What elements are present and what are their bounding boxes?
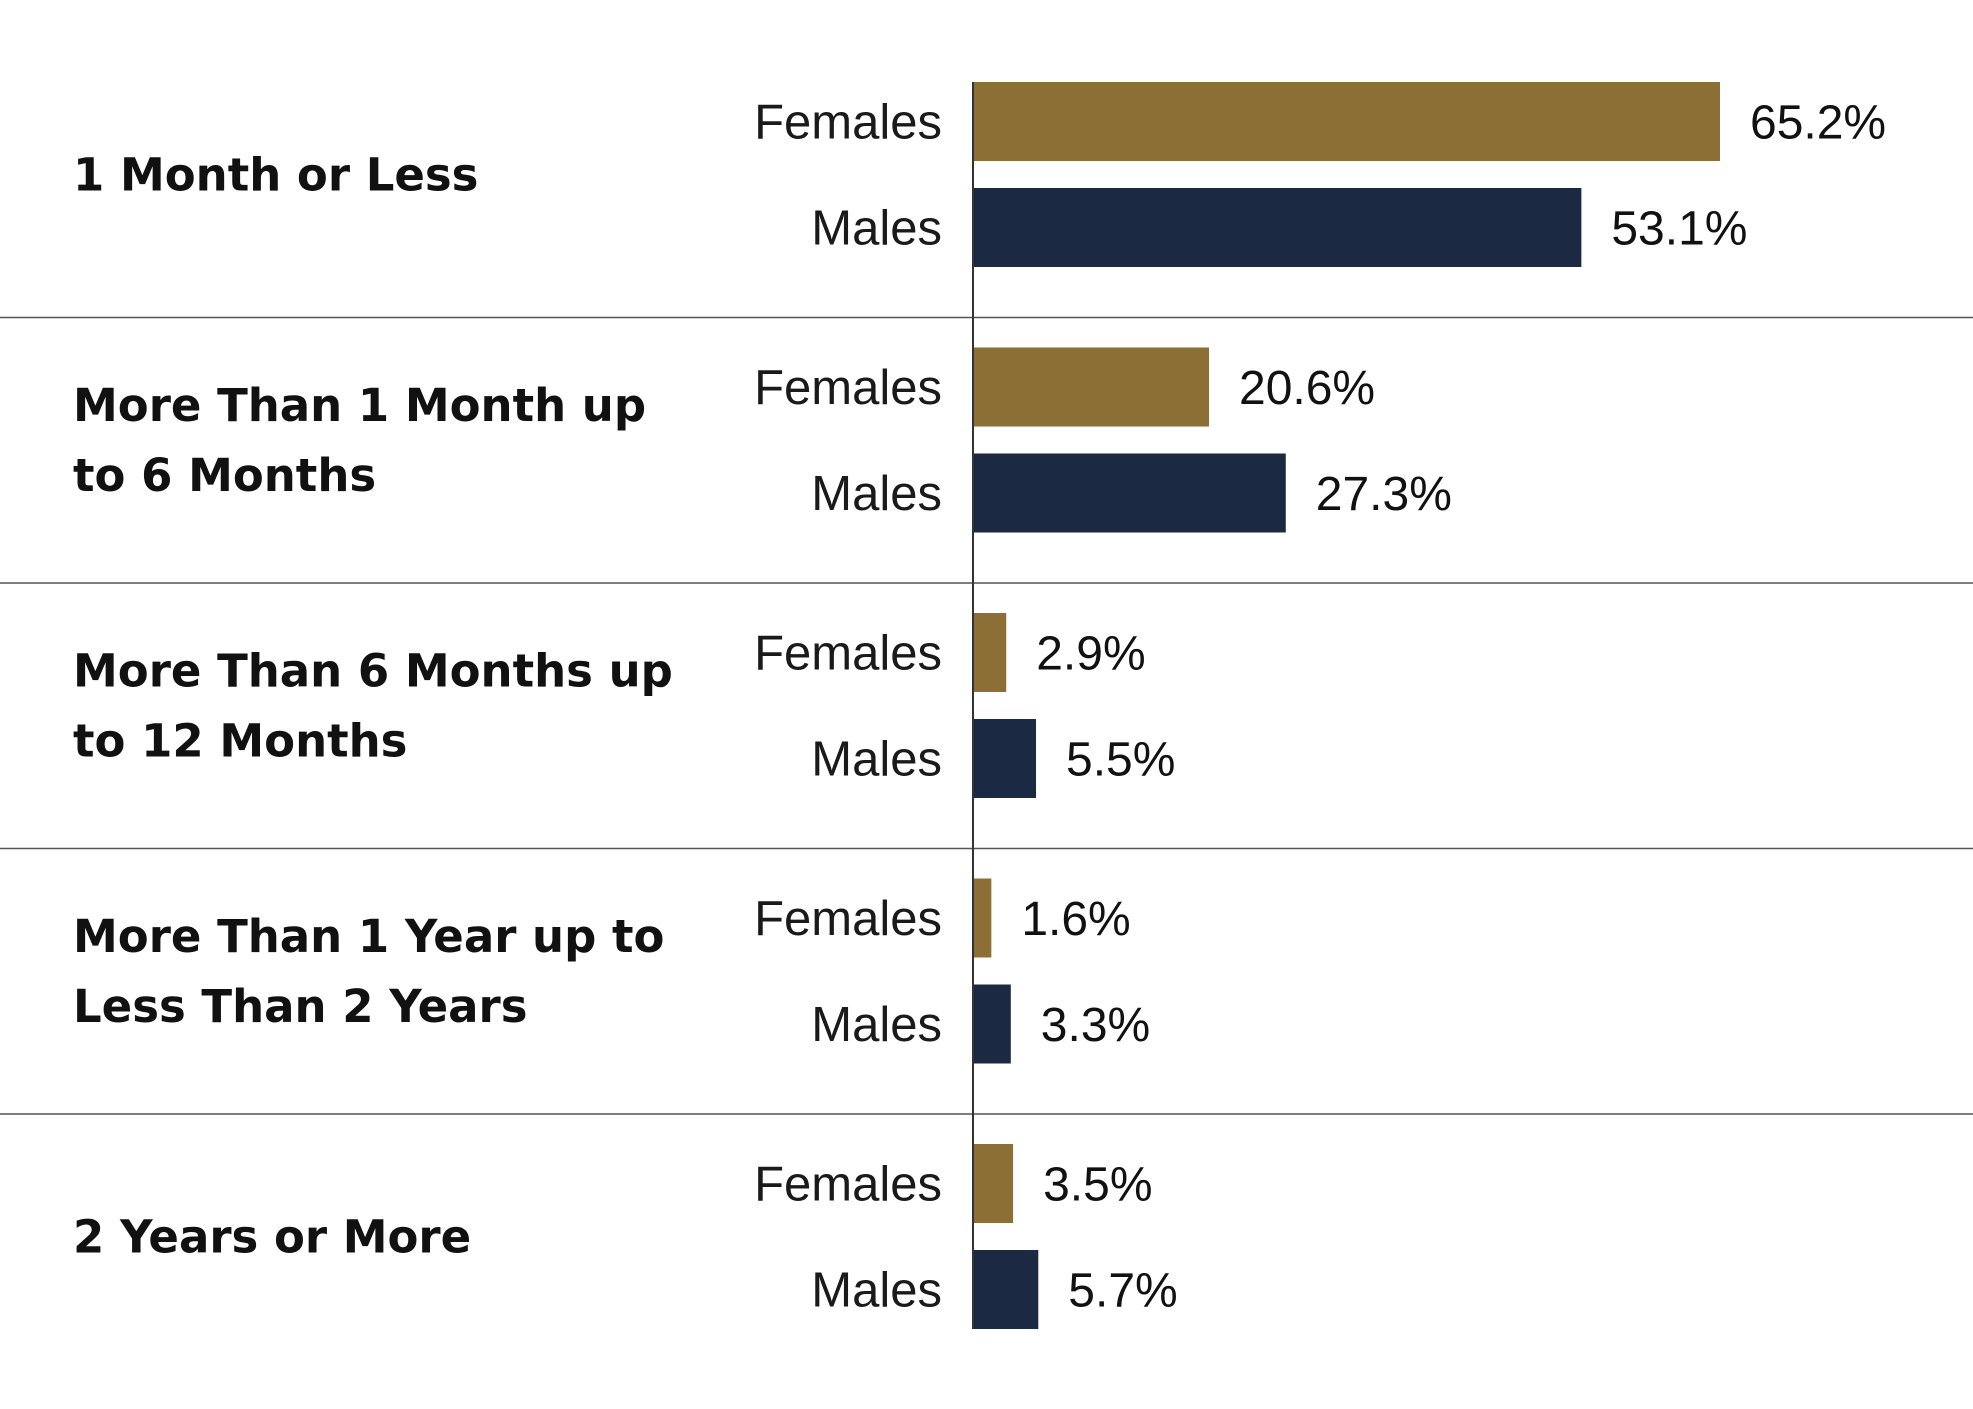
value-label: 3.5%	[1043, 1159, 1152, 1212]
value-label: 5.5%	[1066, 734, 1175, 787]
bar-males	[973, 1250, 1039, 1329]
value-label: 5.7%	[1068, 1265, 1177, 1318]
value-label: 27.3%	[1316, 468, 1452, 521]
bar-males	[973, 453, 1286, 533]
bar-males	[973, 719, 1037, 798]
value-label: 1.6%	[1021, 893, 1130, 946]
value-label: 53.1%	[1611, 203, 1747, 256]
category-label-line: to 6 Months	[73, 449, 376, 502]
bar-females	[973, 347, 1210, 427]
series-label: Males	[811, 1264, 942, 1318]
value-label: 2.9%	[1036, 628, 1145, 681]
bar-males	[973, 984, 1011, 1064]
value-label: 20.6%	[1239, 362, 1375, 415]
category-label-line: More Than 1 Year up to	[73, 910, 664, 963]
series-label: Males	[811, 733, 942, 787]
value-label: 65.2%	[1750, 97, 1886, 150]
series-label: Males	[811, 467, 942, 521]
labels: 1 Month or Less Females 65.2% Males 53.1% Mor…	[73, 96, 1886, 1318]
category-label: 1 Month or Less	[73, 149, 478, 202]
bar-females	[973, 1144, 1014, 1223]
category-label-line: to 12 Months	[73, 715, 407, 768]
bar-males	[973, 188, 1582, 267]
category-label-line: Less Than 2 Years	[73, 980, 528, 1033]
series-label: Females	[754, 96, 942, 150]
bar-females	[973, 82, 1720, 161]
series-label: Females	[754, 627, 942, 681]
category-label: More Than 1 Year up to Less Than 2 Years	[73, 910, 664, 1033]
category-label-line: 2 Years or More	[73, 1211, 471, 1264]
series-label: Males	[811, 202, 942, 256]
series-label: Females	[754, 361, 942, 415]
category-label: More Than 1 Month up to 6 Months	[73, 379, 646, 502]
category-label: More Than 6 Months up to 12 Months	[73, 645, 673, 768]
series-label: Males	[811, 998, 942, 1052]
bars	[973, 82, 1720, 1329]
bar-females	[973, 613, 1007, 692]
category-label-line: More Than 6 Months up	[73, 645, 673, 698]
category-label-line: 1 Month or Less	[73, 149, 478, 202]
category-label: 2 Years or More	[73, 1211, 471, 1264]
row-separators	[0, 316, 1973, 1115]
series-label: Females	[754, 892, 942, 946]
value-label: 3.3%	[1041, 999, 1150, 1052]
category-label-line: More Than 1 Month up	[73, 379, 646, 432]
series-label: Females	[754, 1158, 942, 1212]
bar-females	[973, 878, 992, 958]
